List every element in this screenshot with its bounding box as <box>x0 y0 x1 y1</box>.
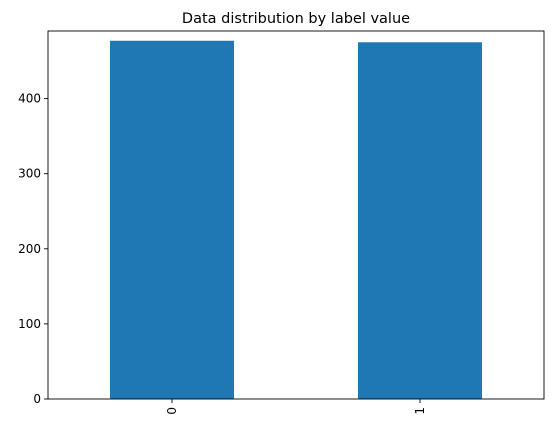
y-tick-label: 300 <box>18 167 41 181</box>
bar-0 <box>110 40 234 399</box>
bar-1 <box>358 42 482 399</box>
y-tick-label: 200 <box>18 242 41 256</box>
chart-title: Data distribution by label value <box>182 11 410 27</box>
plot-frame <box>47 30 545 400</box>
x-tick-label: 0 <box>165 407 179 415</box>
y-axis: 0 100 200 300 400 <box>18 92 48 406</box>
x-tick-label: 1 <box>413 407 427 415</box>
y-tick-label: 100 <box>18 317 41 331</box>
bars-layer <box>110 40 482 399</box>
y-tick-label: 0 <box>33 392 41 406</box>
y-tick-label: 400 <box>18 92 41 106</box>
